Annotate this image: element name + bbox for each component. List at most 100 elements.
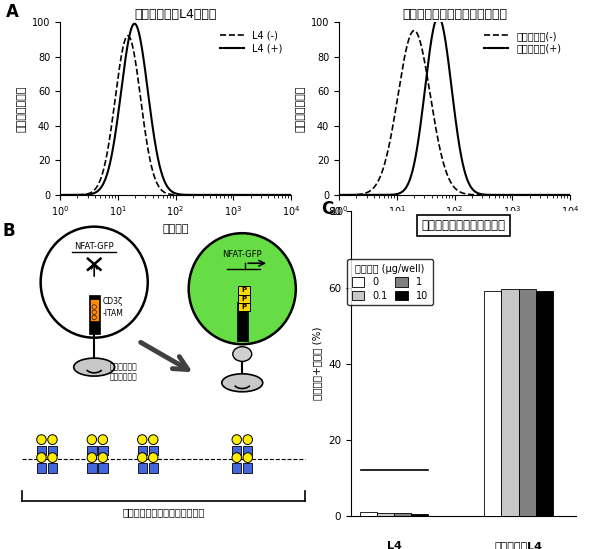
Circle shape <box>92 310 97 315</box>
Circle shape <box>137 435 147 445</box>
L4 (-) <box>191 192 198 198</box>
L4 (+) <box>56 192 64 198</box>
Legend: 0, 0.1, 1, 10: 0, 0.1, 1, 10 <box>347 259 433 305</box>
Text: リガンドを固定化したプレート: リガンドを固定化したプレート <box>122 507 205 518</box>
Circle shape <box>98 435 107 445</box>
Ellipse shape <box>233 347 252 361</box>
ペンダント(-) <box>535 192 542 198</box>
Circle shape <box>87 435 97 445</box>
Circle shape <box>41 227 148 338</box>
Circle shape <box>37 435 46 445</box>
Text: L4: L4 <box>386 541 401 549</box>
Text: P: P <box>242 295 247 301</box>
Bar <box>502 289 518 516</box>
Ellipse shape <box>222 374 263 392</box>
Text: -ITAM: -ITAM <box>103 309 124 318</box>
Bar <box>236 302 248 341</box>
Text: A: A <box>6 3 19 21</box>
ペンダント(+) <box>435 13 442 20</box>
Bar <box>37 463 46 473</box>
Line: L4 (+): L4 (+) <box>60 24 291 195</box>
Bar <box>98 446 107 455</box>
Circle shape <box>232 435 241 445</box>
Circle shape <box>48 435 57 445</box>
Text: ランジェリンとの結合実験: ランジェリンとの結合実験 <box>421 219 505 232</box>
Circle shape <box>137 453 147 462</box>
ペンダント(+) <box>335 192 343 198</box>
Text: C: C <box>321 200 333 219</box>
Text: NFAT-GFP: NFAT-GFP <box>74 242 114 251</box>
Circle shape <box>98 453 107 462</box>
X-axis label: 蛍光強度: 蛍光強度 <box>162 224 189 234</box>
Bar <box>48 446 57 455</box>
Text: ペンダントL4: ペンダントL4 <box>494 541 542 549</box>
ペンダント(-) <box>483 192 490 198</box>
ペンダント(-) <box>470 192 477 198</box>
Circle shape <box>87 453 97 462</box>
Bar <box>149 463 158 473</box>
Bar <box>37 446 46 455</box>
Line: L4 (-): L4 (-) <box>60 36 291 195</box>
L4 (+) <box>131 20 138 27</box>
Y-axis label: 緑色蛍光+の細胞 (%): 緑色蛍光+の細胞 (%) <box>313 327 323 400</box>
Text: ランジェリン
糖鎖結合部位: ランジェリン 糖鎖結合部位 <box>110 362 138 382</box>
Bar <box>232 463 241 473</box>
Bar <box>149 446 158 455</box>
Circle shape <box>92 315 97 320</box>
Text: B: B <box>3 222 16 240</box>
Circle shape <box>232 453 241 462</box>
Text: NFAT-GFP: NFAT-GFP <box>223 250 262 259</box>
Bar <box>137 446 147 455</box>
ペンダント(-) <box>410 27 418 34</box>
ペンダント(+) <box>476 191 483 197</box>
Legend: L4 (-), L4 (+): L4 (-), L4 (+) <box>216 27 286 58</box>
ペンダント(+) <box>535 192 542 198</box>
L4 (-) <box>197 192 204 198</box>
Bar <box>98 463 107 473</box>
Bar <box>232 446 241 455</box>
L4 (-) <box>232 192 239 198</box>
Bar <box>238 287 250 295</box>
Bar <box>359 512 377 516</box>
ペンダント(+) <box>566 192 574 198</box>
ペンダント(-) <box>350 192 357 198</box>
Circle shape <box>92 305 97 309</box>
Bar <box>137 463 147 473</box>
Bar <box>87 446 97 455</box>
L4 (+) <box>204 192 211 198</box>
ペンダント(+) <box>511 192 518 198</box>
Bar <box>243 446 253 455</box>
Title: 樹状細胞へのペンダントの結合: 樹状細胞へのペンダントの結合 <box>402 8 507 21</box>
Y-axis label: 相対的な細胞数: 相対的な細胞数 <box>16 85 26 132</box>
L4 (-) <box>256 192 263 198</box>
L4 (-) <box>124 32 131 39</box>
L4 (-) <box>204 192 211 198</box>
Ellipse shape <box>74 358 115 376</box>
ペンダント(-) <box>511 192 518 198</box>
Circle shape <box>243 435 253 445</box>
Bar <box>90 299 98 321</box>
Bar <box>484 292 502 516</box>
L4 (-) <box>71 192 78 198</box>
ペンダント(-) <box>566 192 574 198</box>
Bar <box>238 295 250 302</box>
Circle shape <box>48 453 57 462</box>
L4 (-) <box>287 192 295 198</box>
L4 (+) <box>191 192 198 198</box>
ペンダント(+) <box>350 192 357 198</box>
L4 (+) <box>71 192 78 198</box>
Bar <box>536 292 553 516</box>
Bar <box>411 514 428 516</box>
ペンダント(-) <box>476 192 483 198</box>
Bar <box>243 463 253 473</box>
ペンダント(-) <box>335 192 343 198</box>
Bar <box>238 302 250 311</box>
Bar <box>48 463 57 473</box>
Text: P: P <box>242 304 247 310</box>
Circle shape <box>149 435 158 445</box>
X-axis label: 蛍光強度: 蛍光強度 <box>441 224 468 234</box>
Line: ペンダント(+): ペンダント(+) <box>339 16 570 195</box>
Bar <box>394 513 411 516</box>
Bar <box>518 289 536 516</box>
Circle shape <box>37 453 46 462</box>
